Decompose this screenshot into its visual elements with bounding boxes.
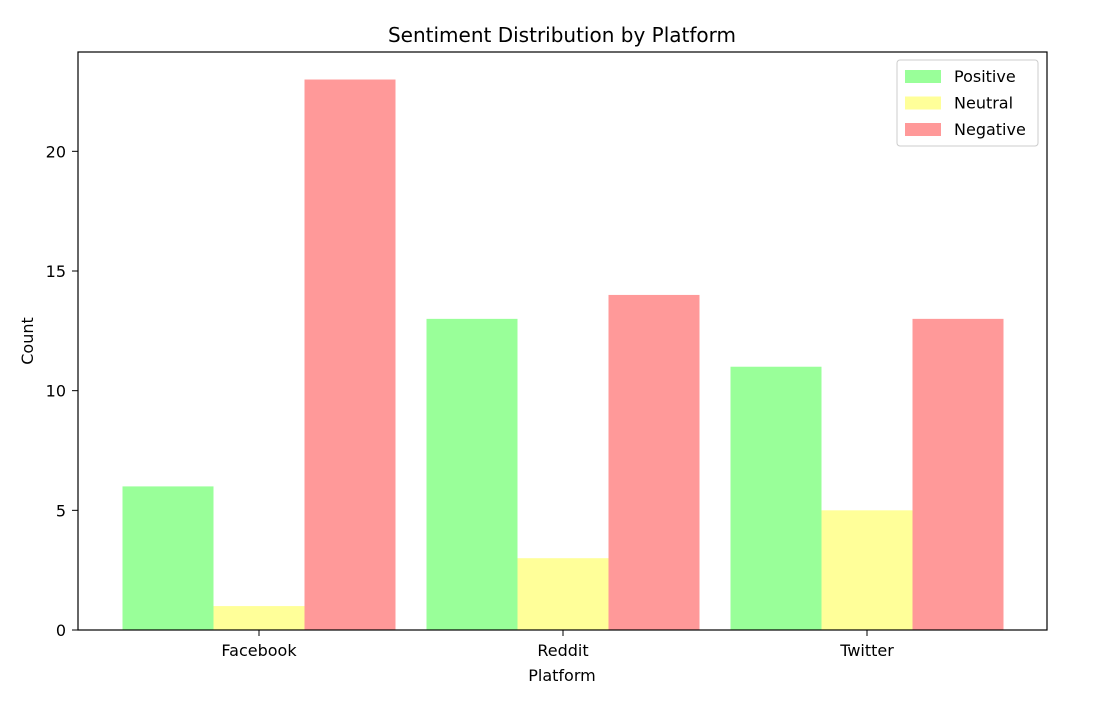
legend-swatch-negative <box>905 123 941 136</box>
y-tick-label: 20 <box>46 142 66 161</box>
y-axis: 0 5 10 15 20 <box>46 142 78 640</box>
x-tick-label: Facebook <box>221 641 297 660</box>
y-tick-label: 15 <box>46 262 66 281</box>
x-axis: Facebook Reddit Twitter <box>221 630 894 660</box>
bar-neutral-twitter <box>821 510 913 630</box>
bar-negative-facebook <box>304 79 396 631</box>
chart-title: Sentiment Distribution by Platform <box>388 23 736 47</box>
bar-positive-twitter <box>730 366 822 630</box>
legend: Positive Neutral Negative <box>896 59 1039 147</box>
y-tick-label: 10 <box>46 382 66 401</box>
y-tick-label: 0 <box>56 621 66 640</box>
y-axis-label: Count <box>18 317 37 365</box>
bar-negative-reddit <box>608 294 700 630</box>
bar-neutral-reddit <box>517 558 609 630</box>
bar-positive-reddit <box>426 318 518 630</box>
bars-layer <box>122 79 1004 631</box>
bar-positive-facebook <box>122 486 214 630</box>
y-tick-label: 5 <box>56 501 66 520</box>
x-tick-label: Reddit <box>537 641 588 660</box>
x-tick-label: Twitter <box>839 641 894 660</box>
legend-label-negative: Negative <box>954 120 1026 139</box>
legend-label-positive: Positive <box>954 67 1016 86</box>
bar-negative-twitter <box>912 318 1004 630</box>
bar-neutral-facebook <box>213 606 305 630</box>
x-axis-label: Platform <box>528 666 595 685</box>
legend-swatch-positive <box>905 70 941 83</box>
legend-label-neutral: Neutral <box>954 94 1013 113</box>
legend-swatch-neutral <box>905 96 941 110</box>
